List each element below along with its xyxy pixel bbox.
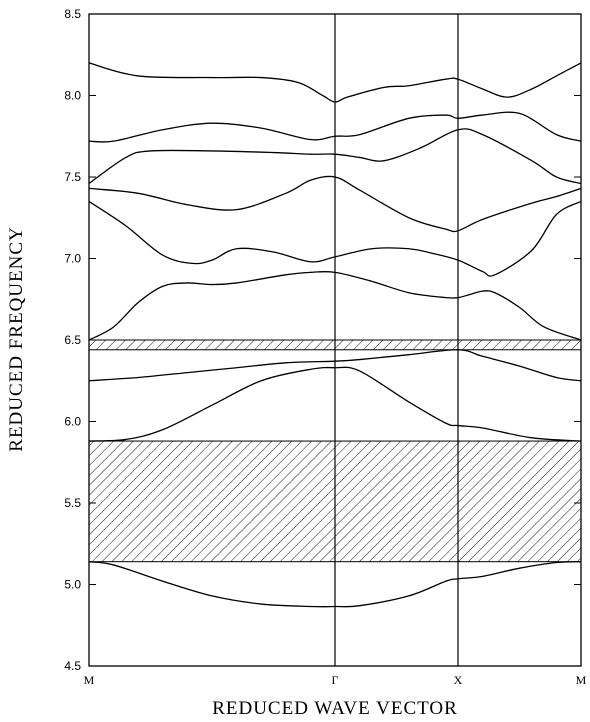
band-5 [88, 200, 582, 277]
band-9 [88, 62, 582, 103]
y-tick-label: 5.0 [64, 578, 81, 592]
band-4 [88, 270, 582, 341]
y-tick-label: 8.5 [64, 7, 81, 21]
kpoint-label: Γ [332, 673, 339, 687]
y-tick-label: 7.5 [64, 170, 81, 184]
kpoint-label: M [576, 673, 587, 687]
band-8 [88, 111, 582, 143]
band-2 [88, 366, 582, 442]
y-tick-label: 6.5 [64, 333, 81, 347]
band-7 [88, 128, 582, 185]
y-tick-label: 7.0 [64, 252, 81, 266]
band-3 [88, 349, 582, 382]
y-axis-title: REDUCED FREQUENCY [6, 226, 27, 451]
kpoint-label: X [454, 673, 463, 687]
kpoint-label: M [84, 673, 95, 687]
band-6 [88, 175, 582, 233]
x-axis-title: REDUCED WAVE VECTOR [212, 698, 458, 719]
band-1 [88, 561, 582, 608]
y-tick-label: 6.0 [64, 415, 81, 429]
y-tick-label: 4.5 [64, 659, 81, 673]
y-tick-label: 5.5 [64, 496, 81, 510]
y-tick-label: 8.0 [64, 89, 81, 103]
